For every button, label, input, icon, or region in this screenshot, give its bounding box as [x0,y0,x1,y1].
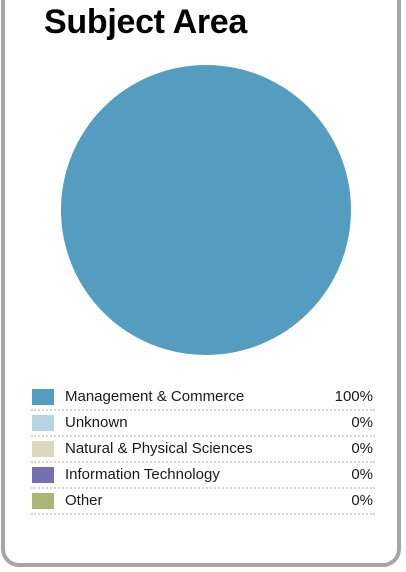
legend-swatch [32,493,54,509]
legend-swatch [32,415,54,431]
legend-value: 0% [351,466,373,483]
pie-slices [61,65,351,355]
legend-value: 0% [351,414,373,431]
legend-label: Natural & Physical Sciences [65,440,253,457]
legend-row-natural-physical-sciences: Natural & Physical Sciences 0% [31,437,375,463]
legend-row-other: Other 0% [31,489,375,515]
legend-swatch [32,467,54,483]
chart-title: Subject Area [44,3,247,41]
legend-row-unknown: Unknown 0% [31,411,375,437]
legend-value: 100% [334,388,373,405]
legend-value: 0% [351,492,373,509]
legend-row-information-technology: Information Technology 0% [31,463,375,489]
legend-value: 0% [351,440,373,457]
legend-swatch [32,389,54,405]
legend-label: Other [65,492,103,509]
legend-label: Management & Commerce [65,388,245,405]
legend-label: Information Technology [65,466,220,483]
chart-legend: Management & Commerce 100% Unknown 0% Natura… [31,385,375,515]
legend-swatch [32,441,54,457]
pie-slice-management-commerce [61,65,351,355]
legend-label: Unknown [65,414,128,431]
legend-row-management-commerce: Management & Commerce 100% [31,385,375,411]
